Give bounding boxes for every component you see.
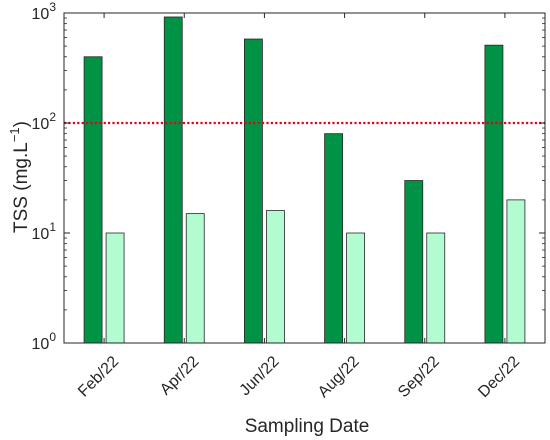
y-tick-exponent: 3 [49,0,56,14]
bar-dark-5 [484,44,504,344]
y-tick-label-0: 100 [32,330,57,353]
bar-light-2 [266,210,285,344]
y-axis-title-close: ) [11,121,32,127]
x-tick-label-3: Aug/22 [315,353,363,401]
y-axis-title: TSS (mg.L−1) [7,121,32,233]
y-tick-base: 10 [32,226,50,243]
x-axis-title: Sampling Date [245,416,370,437]
y-tick-exponent: 0 [49,330,56,344]
y-tick-base: 10 [32,116,50,133]
bar-light-1 [185,213,205,344]
y-tick-label-3: 103 [32,0,57,23]
y-tick-label-2: 102 [32,110,57,133]
bar-dark-0 [83,56,103,344]
bar-dark-3 [324,133,343,344]
x-tick-label-1: Apr/22 [157,353,202,398]
y-tick-base: 10 [32,336,50,353]
y-tick-exponent: 1 [49,220,56,234]
bar-dark-4 [404,180,424,344]
y-tick-label-1: 101 [32,220,57,243]
bar-dark-1 [163,16,183,344]
bar-light-5 [506,199,526,344]
bar-light-0 [105,232,125,344]
x-tick-label-2: Jun/22 [237,353,283,399]
x-tick-label-0: Feb/22 [75,353,122,400]
y-tick-exponent: 2 [49,110,56,124]
x-tick-label-4: Sep/22 [395,353,443,401]
bar-light-3 [346,232,365,344]
bar-light-4 [426,232,446,344]
x-tick-label-5: Dec/22 [475,353,523,401]
plot-frame [63,12,546,344]
y-tick-base: 10 [32,6,50,23]
bar-dark-2 [244,38,263,344]
plot-area [64,16,545,344]
y-axis-title-main: TSS (mg.L [11,142,32,233]
y-axis-title-exponent: −1 [7,127,22,142]
